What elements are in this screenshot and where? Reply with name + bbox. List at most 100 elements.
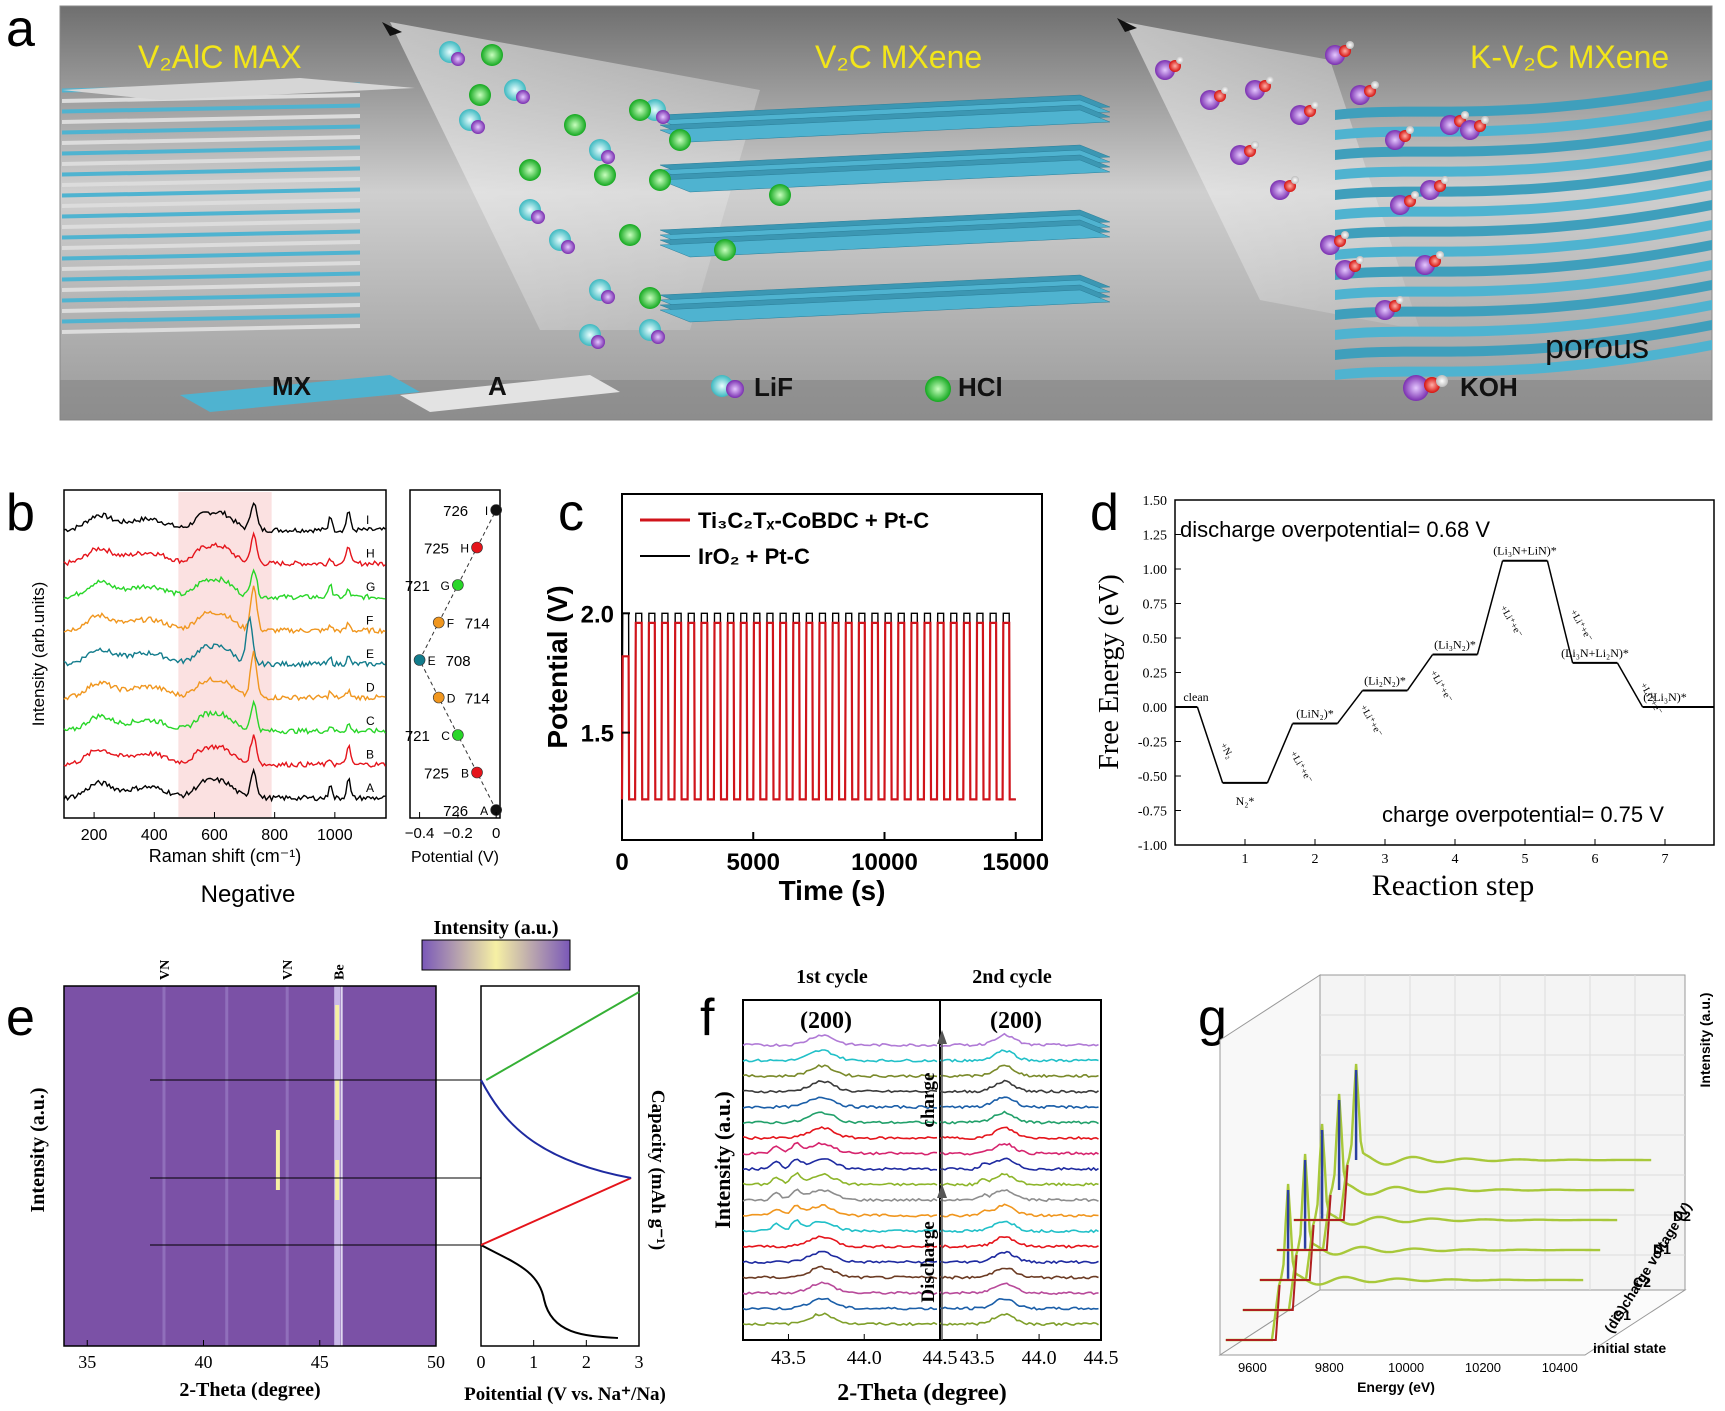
xrd-pattern [939, 1157, 1099, 1172]
lif-molecule [531, 210, 545, 224]
x-axis-label: 2-Theta (degree) [179, 1379, 320, 1401]
k-mxene-layer [1335, 200, 1712, 240]
edge-segment [1276, 1194, 1332, 1251]
k-mxene-layer [1335, 340, 1712, 380]
xrd-pattern [939, 1126, 1099, 1141]
point-value: 725 [424, 766, 449, 783]
panel-letter-d: d [1090, 484, 1119, 542]
k-mxene-layer [1335, 120, 1712, 160]
max-layer [62, 166, 360, 177]
lif-molecule [451, 52, 465, 66]
panel-b: I H G F E D C B A 200 400 600 800 1000 Raman shift (… [29, 489, 502, 908]
hcl-molecule [469, 84, 491, 106]
inset-frame [409, 489, 501, 819]
legend-label: IrO₂ + Pt-C [698, 544, 810, 569]
hcl-legend-icon [925, 376, 951, 402]
k-mxene-layer [1335, 320, 1712, 360]
y-tick-label: 2.0 [581, 601, 614, 628]
xrd-pattern [742, 1158, 938, 1172]
xrd-pattern [939, 1096, 1099, 1110]
max-layer [62, 282, 360, 292]
k-mxene-layer [1335, 300, 1712, 340]
colorbar-label: Intensity (a.u.) [433, 917, 558, 939]
hcl-molecule [564, 114, 586, 136]
xrd-pattern [742, 1096, 938, 1110]
cycle-line [620, 621, 1016, 801]
y-axis-label: Intensity (a.u.) [1697, 993, 1713, 1088]
state-label: C2 [1633, 1274, 1651, 1290]
spectrum-line [63, 734, 387, 769]
panel-d: clean N₂* +N₂ (LiN₂)* +Li⁺+e⁻ (Li₂N₂)* +Li⁺+e⁻… [1094, 494, 1715, 902]
y-tick-label: -1.00 [1138, 839, 1167, 854]
max-layer [62, 313, 360, 324]
x-tick-label: 1 [1242, 852, 1249, 867]
peak-label: (200) [990, 1008, 1042, 1034]
x-tick-label: 1000 [317, 827, 353, 844]
panel-c: 0 5000 10000 15000 1.5 2.0 Ti₃C₂Tₓ-CoBDC + Pt… [542, 493, 1049, 906]
y-axis-label: Free Energy (eV) [1094, 574, 1125, 769]
x-tick-label: −0.2 [443, 825, 473, 842]
xrd-pattern [742, 1281, 938, 1296]
voltage-curve [480, 1244, 618, 1339]
heatmap-stripe [340, 986, 343, 1346]
k-mxene-layer [1335, 280, 1712, 320]
colorbar [421, 939, 571, 971]
y-tick-label: -0.25 [1138, 736, 1167, 751]
y-tick-label: 0.25 [1143, 667, 1168, 682]
heatmap [64, 986, 436, 1346]
hcl-molecule [619, 224, 641, 246]
mxene-layer [659, 289, 1111, 323]
k-mxene-label: K-V₂C MXene [1470, 39, 1669, 75]
point-value: 708 [446, 653, 471, 670]
x-tick-label: 4 [1452, 852, 1459, 867]
voltage-curve [485, 991, 640, 1081]
legend-label: Ti₃C₂Tₓ-CoBDC + Pt-C [698, 508, 929, 533]
panel-letter-f: f [700, 989, 715, 1047]
max-layer [62, 135, 360, 145]
data-point [471, 541, 483, 554]
point-label: I [485, 504, 488, 518]
peak-label: VN [281, 960, 296, 980]
side-x-axis-label: Poitential (V vs. Na⁺/Na) [464, 1384, 666, 1405]
xrd-pattern [742, 1049, 938, 1063]
series-label: E [366, 647, 374, 661]
transition-label: +Li⁺+e⁻ [1567, 608, 1594, 644]
step-label: (LiN₂)* [1296, 707, 1334, 721]
x-tick-label: 43.5 [771, 1347, 806, 1369]
x-axis-label: Energy (eV) [1357, 1379, 1435, 1395]
state-label: initial state [1593, 1340, 1666, 1356]
xrd-pattern [742, 1250, 938, 1265]
energy-connector [1546, 560, 1574, 664]
heatmap-hotspot [275, 1130, 280, 1190]
step-label: clean [1183, 690, 1208, 704]
series-label: D [366, 681, 375, 695]
koh-molecule [1341, 231, 1349, 239]
edge-segment [1242, 1254, 1298, 1311]
max-layer [62, 103, 360, 114]
data-point [452, 579, 464, 591]
lif-molecule [601, 290, 615, 304]
panel-letter-b: b [6, 484, 35, 542]
koh-molecule [1396, 296, 1404, 304]
koh-molecule [1266, 76, 1274, 84]
xrd-pattern [742, 1297, 938, 1311]
k-mxene-layer [1335, 100, 1712, 140]
xrd-pattern [742, 1080, 938, 1094]
x-axis-label: Raman shift (cm⁻¹) [149, 846, 302, 866]
x-tick-label: 9800 [1315, 1360, 1344, 1375]
plot-frame [742, 999, 1102, 1341]
max-layer [62, 156, 360, 166]
lif-molecule [471, 120, 485, 134]
xrd-pattern [939, 1079, 1099, 1094]
step-label: (Li₂N₂)* [1364, 673, 1406, 687]
data-point [432, 691, 445, 704]
koh-molecule [1411, 191, 1419, 199]
subtitle-2nd: 2nd cycle [972, 966, 1052, 988]
x-tick-label: 3 [1382, 852, 1389, 867]
xrd-pattern [939, 1312, 1099, 1327]
k-mxene-layer [1335, 180, 1712, 220]
xrd-pattern [939, 1236, 1099, 1249]
x-tick-label: 0 [492, 825, 500, 842]
xrd-pattern [939, 1049, 1099, 1063]
x-tick-label: 44.5 [1084, 1347, 1119, 1369]
